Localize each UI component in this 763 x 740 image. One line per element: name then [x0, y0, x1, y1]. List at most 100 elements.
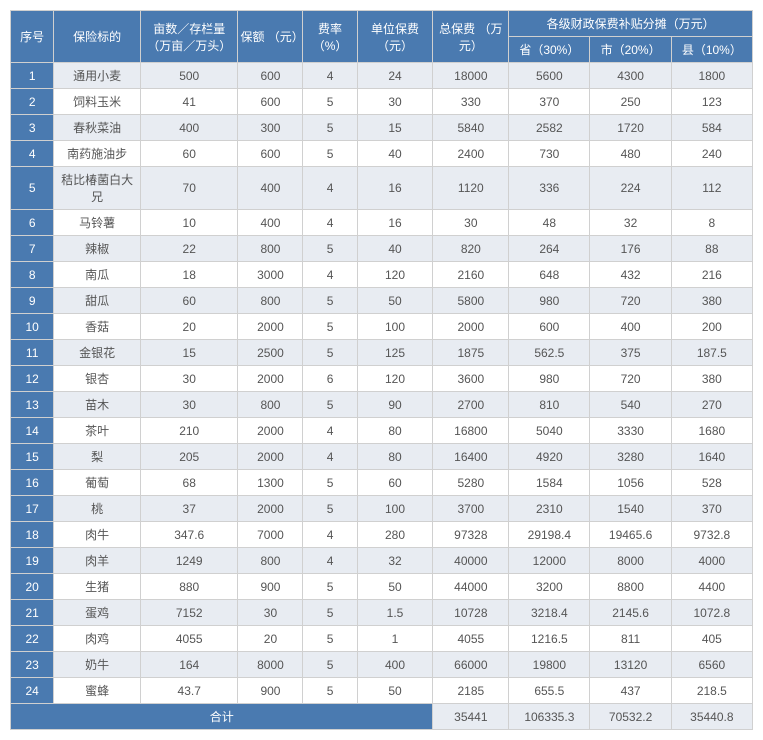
cell-name: 甜瓜 [54, 288, 141, 314]
cell-p: 2310 [509, 496, 590, 522]
cell-unit: 1 [357, 626, 433, 652]
cell-c: 8000 [590, 548, 671, 574]
cell-c: 1056 [590, 470, 671, 496]
cell-p: 810 [509, 392, 590, 418]
footer-label: 合计 [11, 704, 433, 730]
cell-x: 528 [671, 470, 752, 496]
cell-name: 奶牛 [54, 652, 141, 678]
cell-total: 4055 [433, 626, 509, 652]
cell-x: 1680 [671, 418, 752, 444]
cell-bao: 600 [238, 141, 303, 167]
cell-rate: 5 [303, 340, 357, 366]
cell-name: 桃 [54, 496, 141, 522]
row-index: 1 [11, 63, 54, 89]
cell-rate: 4 [303, 444, 357, 470]
row-index: 9 [11, 288, 54, 314]
row-index: 4 [11, 141, 54, 167]
cell-mu: 30 [140, 392, 237, 418]
cell-unit: 100 [357, 314, 433, 340]
cell-c: 1540 [590, 496, 671, 522]
cell-unit: 400 [357, 652, 433, 678]
cell-x: 4400 [671, 574, 752, 600]
cell-mu: 500 [140, 63, 237, 89]
cell-unit: 280 [357, 522, 433, 548]
cell-p: 648 [509, 262, 590, 288]
cell-total: 66000 [433, 652, 509, 678]
cell-name: 南药施油步 [54, 141, 141, 167]
cell-name: 马铃薯 [54, 210, 141, 236]
table-row: 15梨205200048016400492032801640 [11, 444, 753, 470]
table-row: 16葡萄681300560528015841056528 [11, 470, 753, 496]
cell-p: 3200 [509, 574, 590, 600]
cell-total: 2700 [433, 392, 509, 418]
cell-rate: 5 [303, 314, 357, 340]
cell-c: 176 [590, 236, 671, 262]
cell-mu: 7152 [140, 600, 237, 626]
cell-unit: 100 [357, 496, 433, 522]
cell-rate: 5 [303, 626, 357, 652]
cell-bao: 20 [238, 626, 303, 652]
row-index: 14 [11, 418, 54, 444]
cell-bao: 3000 [238, 262, 303, 288]
cell-total: 3600 [433, 366, 509, 392]
cell-unit: 1.5 [357, 600, 433, 626]
th-unit: 单位保费 （元） [357, 11, 433, 63]
cell-c: 2145.6 [590, 600, 671, 626]
cell-total: 10728 [433, 600, 509, 626]
cell-p: 600 [509, 314, 590, 340]
table-row: 3春秋菜油400300515584025821720584 [11, 115, 753, 141]
table-row: 9甜瓜608005505800980720380 [11, 288, 753, 314]
cell-p: 980 [509, 288, 590, 314]
cell-x: 216 [671, 262, 752, 288]
cell-name: 蜜蜂 [54, 678, 141, 704]
cell-p: 12000 [509, 548, 590, 574]
cell-mu: 347.6 [140, 522, 237, 548]
footer-city: 70532.2 [590, 704, 671, 730]
table-row: 20生猪88090055044000320088004400 [11, 574, 753, 600]
cell-p: 655.5 [509, 678, 590, 704]
cell-total: 330 [433, 89, 509, 115]
cell-name: 肉牛 [54, 522, 141, 548]
table-row: 12银杏30200061203600980720380 [11, 366, 753, 392]
cell-rate: 5 [303, 574, 357, 600]
cell-unit: 32 [357, 548, 433, 574]
cell-unit: 50 [357, 678, 433, 704]
cell-p: 1216.5 [509, 626, 590, 652]
row-index: 12 [11, 366, 54, 392]
cell-unit: 16 [357, 167, 433, 210]
cell-p: 29198.4 [509, 522, 590, 548]
cell-c: 400 [590, 314, 671, 340]
cell-p: 562.5 [509, 340, 590, 366]
cell-mu: 20 [140, 314, 237, 340]
cell-mu: 70 [140, 167, 237, 210]
table-row: 19肉羊1249800432400001200080004000 [11, 548, 753, 574]
cell-rate: 5 [303, 496, 357, 522]
row-index: 20 [11, 574, 54, 600]
table-row: 14茶叶210200048016800504033301680 [11, 418, 753, 444]
cell-name: 南瓜 [54, 262, 141, 288]
cell-bao: 800 [238, 548, 303, 574]
table-row: 11金银花15250051251875562.5375187.5 [11, 340, 753, 366]
footer-prov: 106335.3 [509, 704, 590, 730]
row-index: 22 [11, 626, 54, 652]
th-bao: 保额 （元） [238, 11, 303, 63]
cell-mu: 164 [140, 652, 237, 678]
cell-unit: 24 [357, 63, 433, 89]
cell-x: 88 [671, 236, 752, 262]
cell-name: 饲料玉米 [54, 89, 141, 115]
th-subsidy-group: 各级财政保费补贴分摊（万元） [509, 11, 753, 37]
cell-c: 540 [590, 392, 671, 418]
cell-c: 8800 [590, 574, 671, 600]
footer-county: 35440.8 [671, 704, 752, 730]
cell-rate: 5 [303, 236, 357, 262]
cell-unit: 60 [357, 470, 433, 496]
row-index: 21 [11, 600, 54, 626]
cell-bao: 600 [238, 89, 303, 115]
cell-unit: 40 [357, 141, 433, 167]
cell-bao: 8000 [238, 652, 303, 678]
cell-c: 250 [590, 89, 671, 115]
cell-name: 梨 [54, 444, 141, 470]
cell-total: 40000 [433, 548, 509, 574]
cell-unit: 80 [357, 418, 433, 444]
table-row: 10香菇20200051002000600400200 [11, 314, 753, 340]
